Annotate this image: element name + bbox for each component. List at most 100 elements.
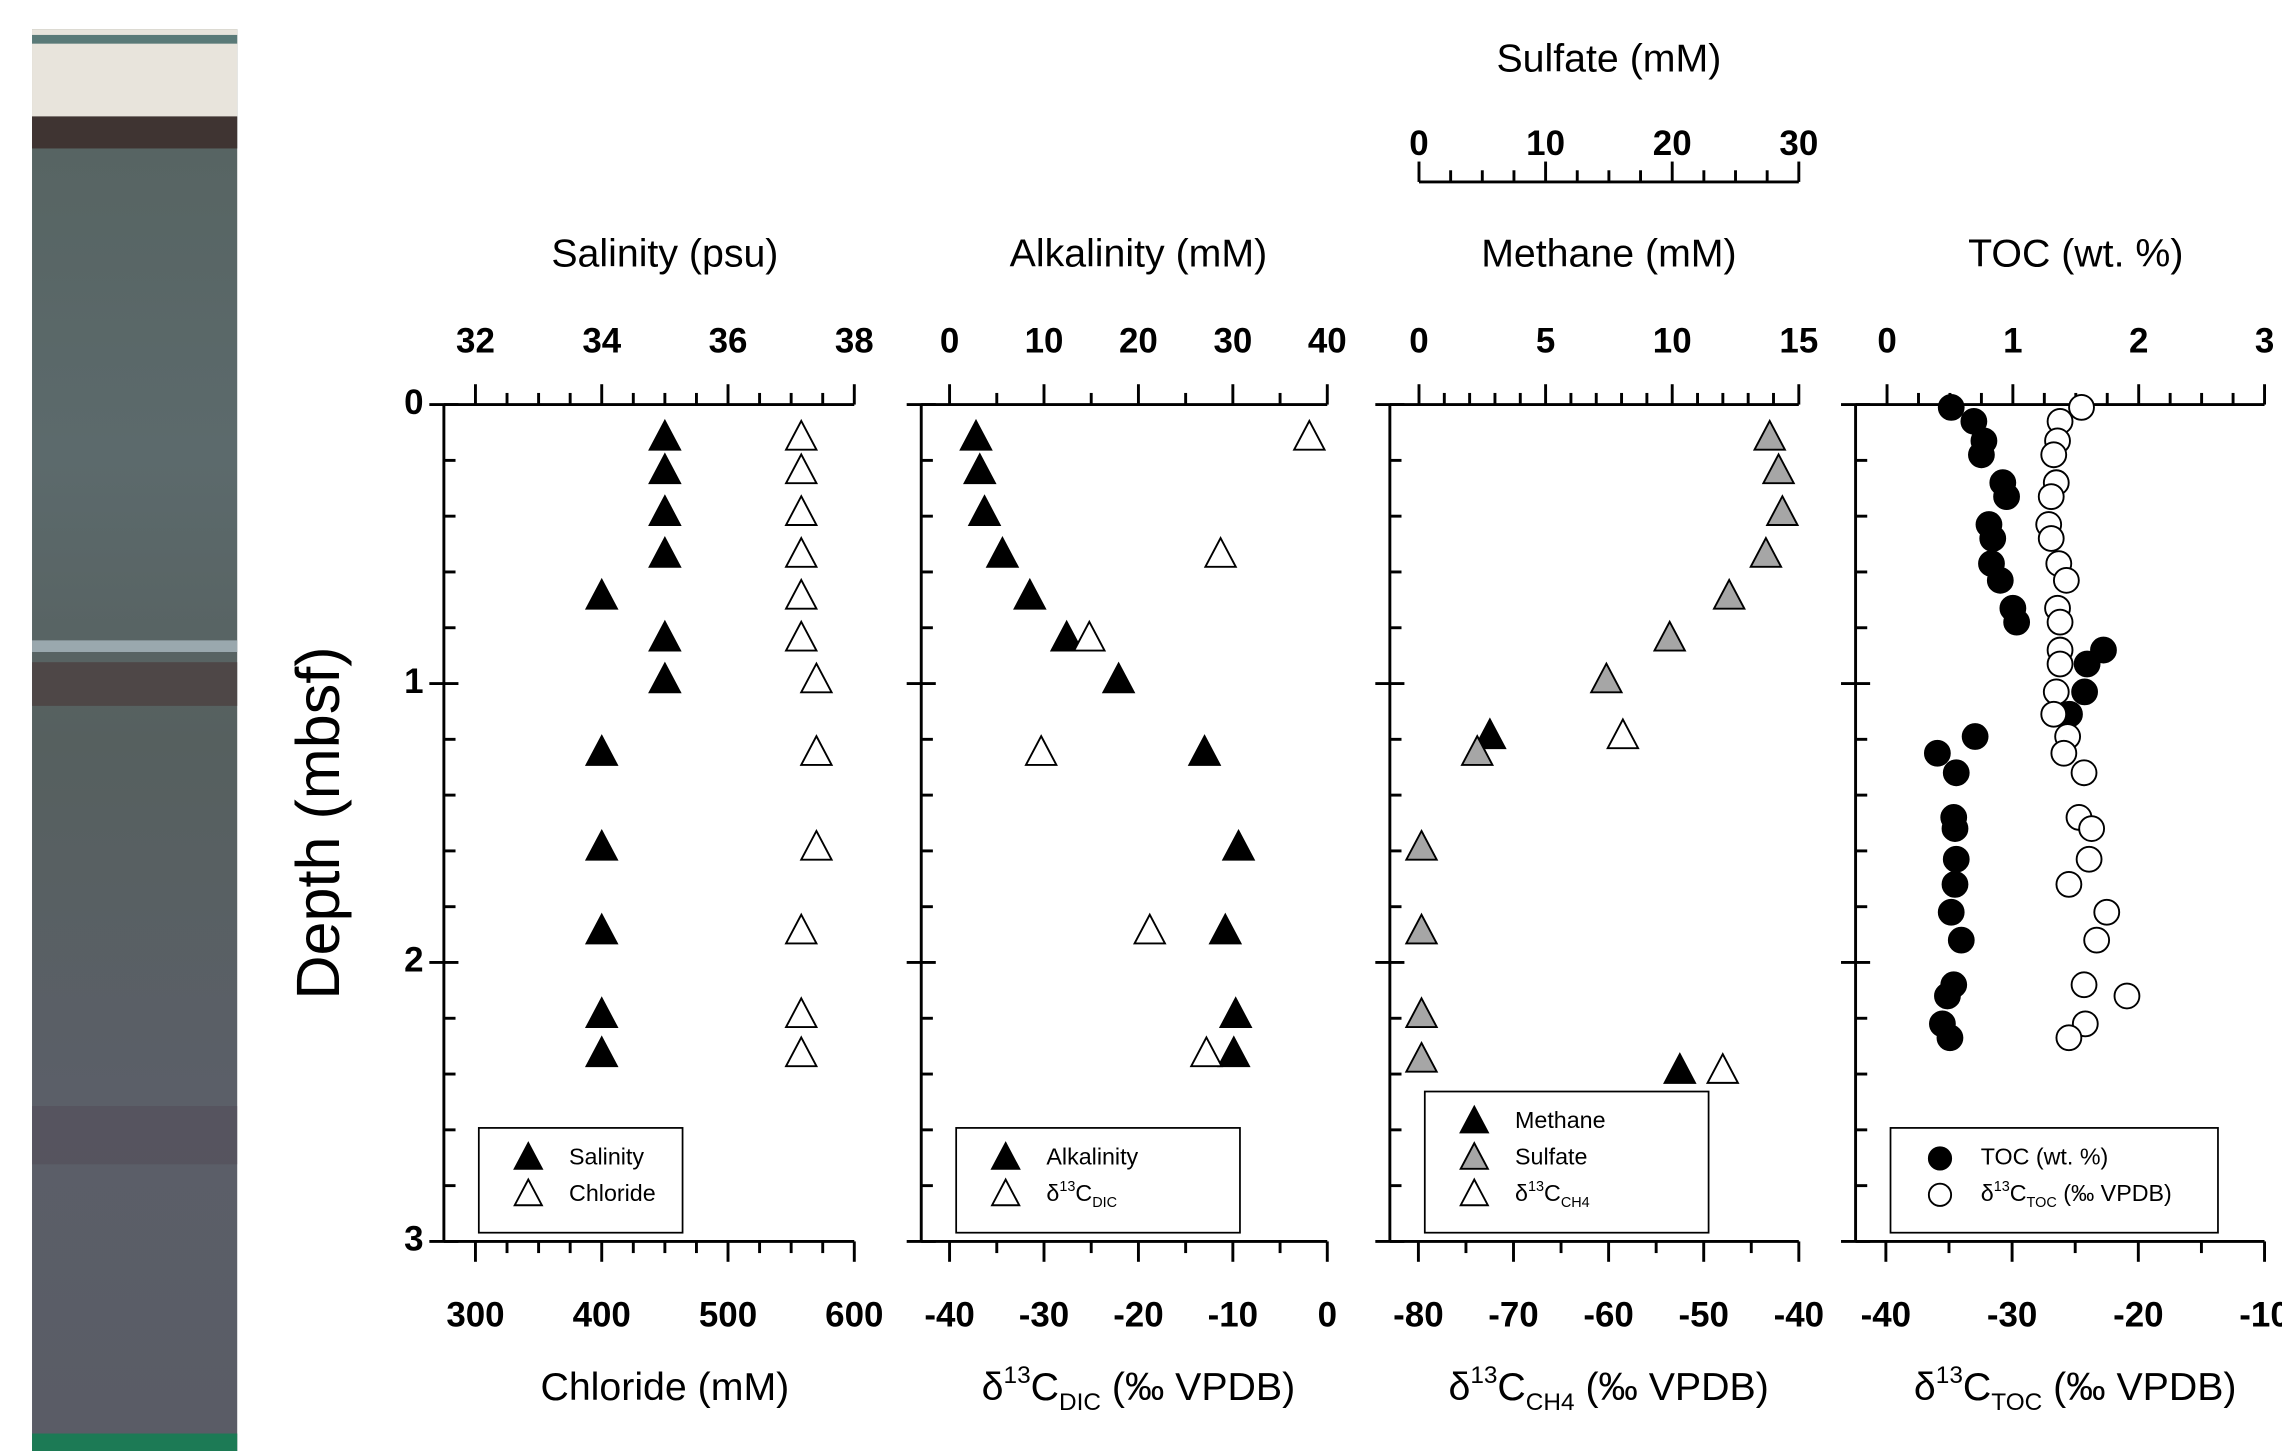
point — [1942, 845, 1970, 873]
x-axis-title-part: (‰ VPDB) — [2042, 1365, 2236, 1409]
point — [584, 828, 619, 861]
x-tick-label: -10 — [2239, 1295, 2282, 1334]
legend-label: Alkalinity — [1046, 1144, 1138, 1170]
point — [1752, 418, 1787, 451]
point — [1941, 870, 1969, 898]
point — [1712, 577, 1746, 610]
point — [1208, 912, 1243, 945]
x2-axis-title: TOC (wt. %) — [1968, 232, 2183, 276]
point — [959, 418, 993, 451]
legend-label: Salinity — [569, 1144, 644, 1170]
point — [648, 418, 682, 451]
x2-tick-label: 40 — [1308, 322, 1347, 361]
point — [2075, 845, 2103, 873]
x-axis-title-part: CH4 — [1526, 1389, 1575, 1416]
legend-label-part: CH4 — [1561, 1195, 1590, 1211]
legend-marker — [1927, 1146, 1953, 1171]
point — [648, 494, 682, 526]
point — [1589, 661, 1624, 694]
legend-marker — [513, 1141, 544, 1170]
point — [1947, 926, 1975, 954]
point — [1404, 996, 1439, 1029]
x-axis-title-part: δ — [1914, 1365, 1936, 1409]
x-tick-label: -20 — [1113, 1295, 1163, 1334]
legend-label: Chloride — [569, 1180, 656, 1206]
x-tick-label: -50 — [1678, 1295, 1728, 1334]
point — [1132, 912, 1167, 945]
legend-marker — [513, 1177, 544, 1207]
x-axis-title-part: DIC — [1059, 1389, 1101, 1416]
y-tick-label: 2 — [404, 941, 423, 980]
x-axis-title: Chloride (mM) — [540, 1365, 789, 1409]
x-tick-label: 600 — [825, 1295, 883, 1334]
x2-tick-label: 0 — [1409, 322, 1428, 361]
x2-tick-label: 10 — [1653, 322, 1692, 361]
point — [784, 494, 819, 526]
x-axis-title-part: δ — [1448, 1365, 1470, 1409]
x-tick-label: -40 — [1774, 1295, 1824, 1334]
point — [2052, 566, 2080, 594]
y-tick-label: 0 — [404, 383, 423, 422]
point — [799, 734, 834, 766]
point — [2003, 608, 2031, 636]
point — [1937, 393, 1965, 421]
point — [1404, 828, 1439, 861]
legend-marker — [1459, 1104, 1490, 1134]
x3-tick-label: 30 — [1779, 124, 1818, 163]
point — [1652, 619, 1687, 652]
point — [2037, 483, 2065, 511]
x2-axis-title: Methane (mM) — [1481, 232, 1736, 276]
point — [1203, 536, 1238, 568]
x2-tick-label: 3 — [2255, 322, 2274, 361]
legend-marker — [1459, 1177, 1490, 1207]
point — [1705, 1052, 1740, 1084]
point — [2073, 650, 2101, 678]
point — [784, 996, 819, 1029]
x2-tick-label: 0 — [1877, 322, 1896, 361]
x2-tick-label: 34 — [582, 322, 621, 361]
x2-tick-label: 10 — [1025, 322, 1064, 361]
x-tick-label: -40 — [1861, 1295, 1911, 1334]
point — [1187, 734, 1222, 766]
point — [799, 661, 834, 694]
point — [648, 536, 682, 568]
point — [648, 619, 682, 652]
point — [2113, 982, 2141, 1010]
legend-label: TOC (wt. %) — [1981, 1144, 2109, 1170]
x-axis-title-part: 13 — [1936, 1362, 1963, 1389]
point — [1217, 1035, 1251, 1068]
x2-tick-label: 36 — [709, 322, 748, 361]
legend-label: δ13CDIC — [1046, 1179, 1117, 1211]
x-tick-label: -10 — [1208, 1295, 1258, 1334]
point — [1218, 996, 1253, 1029]
legend-label-part: 13 — [1528, 1179, 1544, 1195]
point — [1221, 828, 1256, 861]
x-axis-title-part: 13 — [1470, 1362, 1497, 1389]
point — [2040, 441, 2068, 469]
point — [1473, 717, 1507, 750]
y-tick-label: 1 — [404, 662, 423, 701]
point — [2093, 898, 2121, 926]
point — [584, 912, 619, 945]
point — [784, 418, 819, 451]
point — [2042, 678, 2070, 706]
legend-label: δ13CTOC (‰ VPDB) — [1981, 1179, 2172, 1211]
point — [1986, 566, 2014, 594]
core-photo — [32, 29, 238, 1451]
point — [2055, 1024, 2083, 1052]
legend-label-part: 13 — [1059, 1179, 1075, 1195]
point — [1961, 723, 1989, 750]
y-tick-label: 3 — [404, 1220, 423, 1259]
point — [1993, 483, 2020, 511]
point — [584, 734, 619, 766]
legend-label-part: 13 — [1994, 1179, 2010, 1195]
point — [648, 661, 682, 694]
point — [1934, 982, 1961, 1010]
point — [1941, 815, 1969, 842]
point — [584, 577, 619, 610]
legend-label-part: DIC — [1092, 1195, 1117, 1211]
point — [1937, 898, 1965, 926]
x2-axis-title: Alkalinity (mM) — [1010, 232, 1268, 276]
point — [1404, 1040, 1439, 1073]
x-axis-title: δ13CDIC (‰ VPDB) — [982, 1362, 1296, 1416]
